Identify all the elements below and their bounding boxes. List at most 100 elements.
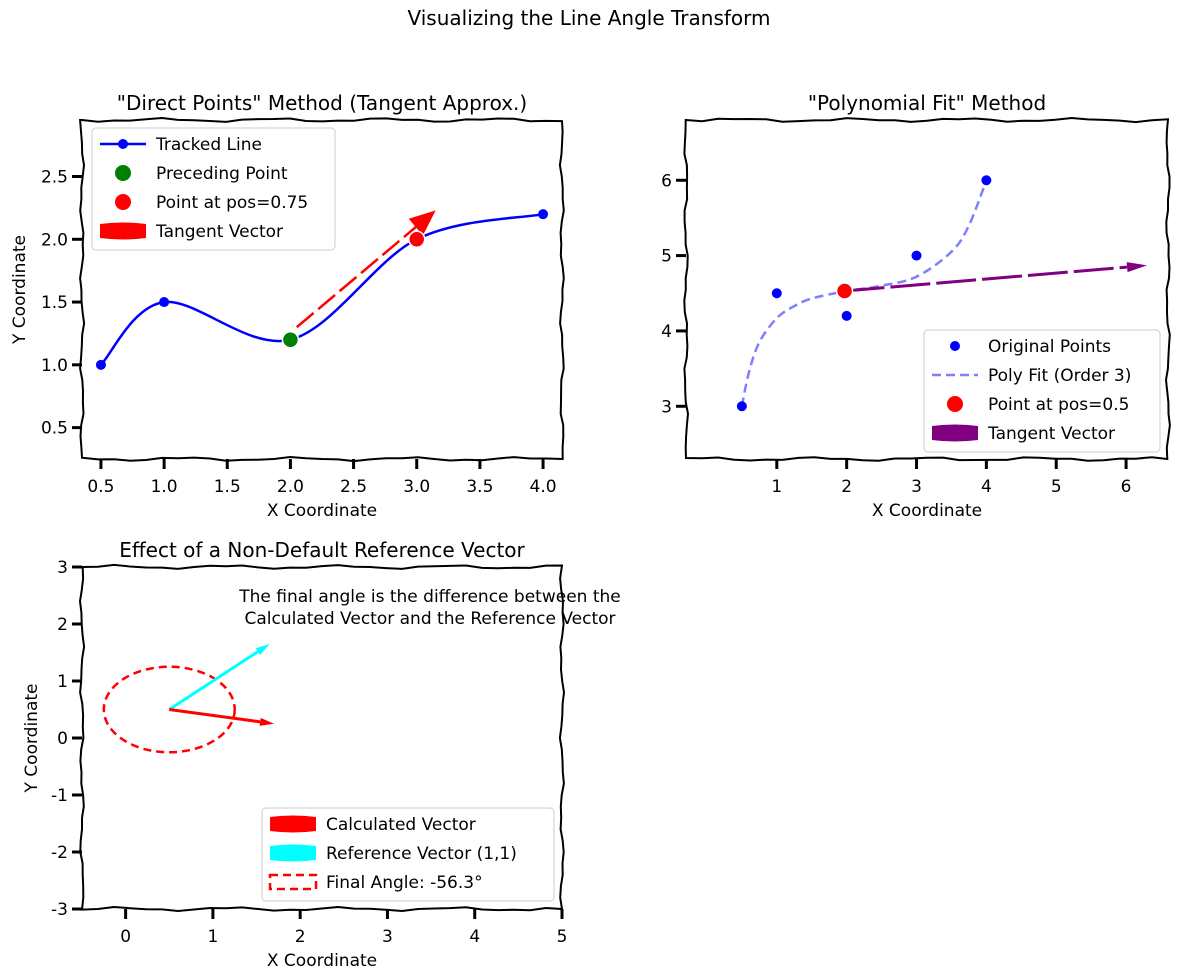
- x-tick-label: 2: [295, 927, 306, 947]
- legend-label: Preceding Point: [156, 164, 288, 184]
- series-poly-fit: [740, 179, 988, 407]
- x-tick-label: 0.5: [87, 477, 114, 497]
- x-tick-label: 3.0: [403, 477, 430, 497]
- axes-frame: [79, 116, 565, 463]
- y-tick-label: 0: [57, 729, 68, 749]
- x-tick-label: 6: [1121, 477, 1132, 497]
- y-tick-label: -2: [51, 843, 68, 863]
- axes-frame: [78, 563, 566, 913]
- reference-vector-head: [255, 643, 270, 655]
- subplot-1: "Direct Points" Method (Tangent Approx.)…: [10, 91, 565, 521]
- y-tick-label: 2.5: [41, 168, 68, 188]
- x-axis-label: X Coordinate: [267, 501, 377, 521]
- x-tick-label: 4.0: [530, 477, 557, 497]
- y-tick-label: 3: [661, 397, 672, 417]
- x-tick-label: 1.5: [214, 477, 241, 497]
- x-tick-label: 4: [469, 927, 480, 947]
- data-point-original: [841, 310, 852, 321]
- data-point-original: [981, 175, 992, 186]
- x-tick-label: 2.0: [277, 477, 304, 497]
- legend-handle-marker: [115, 194, 131, 210]
- data-point-tracked: [95, 359, 106, 370]
- x-axis-label: X Coordinate: [872, 501, 982, 521]
- legend-label: Point at pos=0.5: [988, 395, 1129, 415]
- subplot-3: Effect of a Non-Default Reference Vector…: [22, 538, 621, 971]
- legend-label: Tangent Vector: [987, 424, 1115, 444]
- x-axis-label: X Coordinate: [267, 951, 377, 971]
- y-axis-label: Y Coordinate: [22, 684, 42, 794]
- y-tick-label: 1.5: [41, 293, 68, 313]
- data-point-original: [911, 250, 922, 261]
- legend-label: Point at pos=0.75: [156, 193, 308, 213]
- x-tick-label: 3: [911, 477, 922, 497]
- y-tick-label: 6: [661, 171, 672, 191]
- x-tick-label: 1.0: [151, 477, 178, 497]
- y-tick-label: 5: [661, 247, 672, 267]
- legend: Tracked Line Preceding Point Point at pos=…: [91, 127, 336, 251]
- legend: Original Points Poly Fit (Order 3) Point a…: [923, 329, 1161, 453]
- legend-label: Calculated Vector: [326, 815, 476, 835]
- y-tick-label: 2.0: [41, 230, 68, 250]
- legend-label: Poly Fit (Order 3): [988, 366, 1131, 386]
- legend-label: Final Angle: -56.3°: [326, 873, 483, 893]
- tangent-vector-shaft: [295, 226, 417, 329]
- x-tick-label: 0: [120, 927, 131, 947]
- legend-handle-marker: [950, 341, 960, 351]
- x-tick-label: 2: [841, 477, 852, 497]
- y-tick-label: -1: [51, 786, 68, 806]
- legend-handle-patch: [932, 424, 978, 442]
- legend-box: [923, 329, 1161, 453]
- x-tick-label: 3.5: [466, 477, 493, 497]
- y-tick-label: 1: [57, 672, 68, 692]
- final-angle-arc: [102, 665, 236, 754]
- tangent-vector: [295, 210, 436, 329]
- legend-handle-patch: [270, 844, 316, 862]
- y-tick-label: 4: [661, 322, 672, 342]
- data-point-tracked: [538, 209, 549, 220]
- calculated-vector-head: [259, 717, 274, 726]
- x-tick-label: 4: [981, 477, 992, 497]
- calculated-vector: [169, 708, 274, 726]
- reference-vector-shaft: [168, 650, 259, 711]
- x-tick-label: 3: [382, 927, 393, 947]
- x-tick-label: 1: [771, 477, 782, 497]
- reference-vector: [168, 643, 270, 711]
- legend-handle-marker: [118, 139, 128, 149]
- axis-title: "Direct Points" Method (Tangent Approx.): [117, 91, 527, 115]
- tangent-vector-shaft: [844, 265, 1128, 293]
- tangent-vector-head: [1126, 262, 1148, 273]
- x-tick-label: 1: [207, 927, 218, 947]
- legend-handle-patch: [268, 873, 318, 891]
- legend-handle-marker: [947, 396, 963, 412]
- axes-frame: [683, 116, 1171, 462]
- axis-title: "Polynomial Fit" Method: [808, 91, 1046, 115]
- y-tick-label: 1.0: [41, 356, 68, 376]
- calculated-vector-shaft: [169, 708, 261, 724]
- y-tick-label: 2: [57, 615, 68, 635]
- axis-title: Effect of a Non-Default Reference Vector: [119, 538, 525, 562]
- y-axis-label: Y Coordinate: [10, 235, 30, 345]
- data-point-original: [771, 288, 782, 299]
- x-tick-label: 5: [1051, 477, 1062, 497]
- legend: Calculated Vector Reference Vector (1,1) F…: [261, 807, 555, 902]
- data-point-original: [736, 401, 747, 412]
- annotation-line-1: The final angle is the difference betwee…: [238, 587, 620, 607]
- legend-label: Tangent Vector: [155, 222, 283, 242]
- x-tick-label: 2.5: [340, 477, 367, 497]
- legend-label: Original Points: [988, 337, 1111, 357]
- legend-box: [261, 807, 555, 902]
- point-at-pos: [835, 282, 854, 300]
- subplot-2: "Polynomial Fit" Method X Coordinate 1 2 3 4 5…: [661, 91, 1171, 521]
- legend-label: Tracked Line: [155, 135, 262, 155]
- data-point-tracked: [159, 297, 170, 308]
- legend-handle-patch: [100, 222, 146, 240]
- x-tick-label: 5: [557, 927, 568, 947]
- legend-box: [91, 127, 336, 251]
- legend-handle-marker: [115, 165, 131, 181]
- legend-handle-patch: [270, 815, 316, 833]
- tangent-vector-head: [408, 210, 436, 236]
- annotation-line-2: Calculated Vector and the Reference Vect…: [244, 609, 615, 629]
- figure-title: Visualizing the Line Angle Transform: [407, 6, 770, 30]
- preceding-point: [281, 330, 300, 349]
